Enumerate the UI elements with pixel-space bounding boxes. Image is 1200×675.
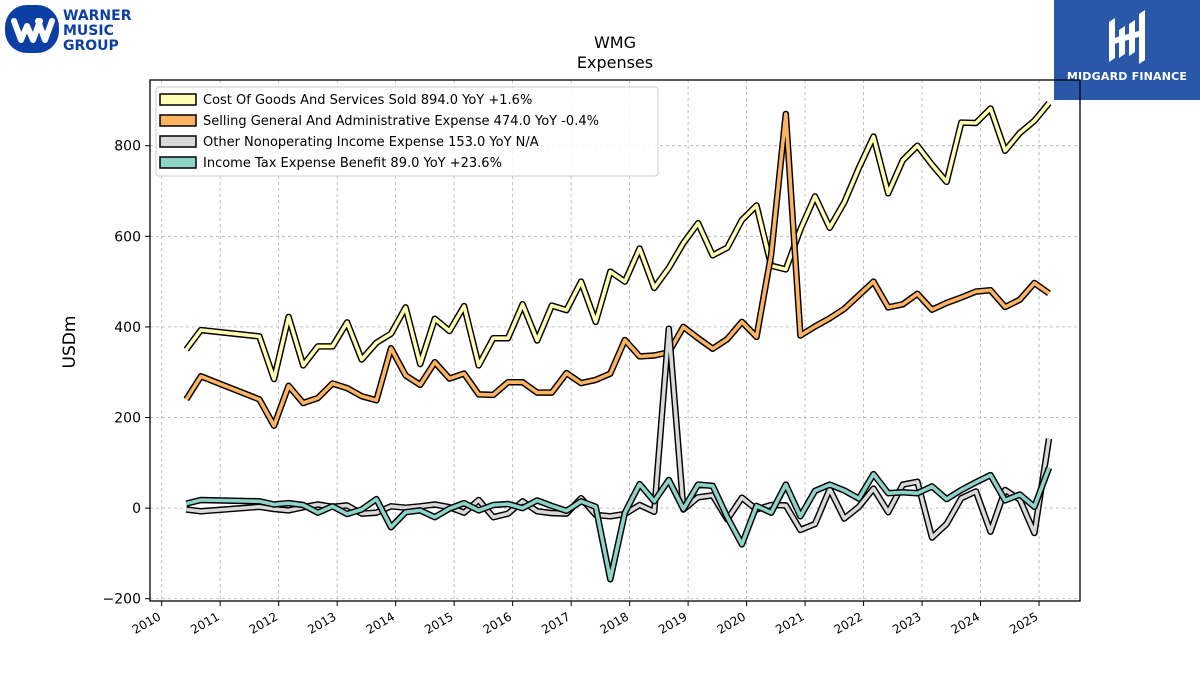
legend-entry-1: Selling General And Administrative Expen… [203, 114, 599, 129]
x-tick-label: 2012 [247, 609, 280, 636]
midgard-mark-icon [1109, 10, 1145, 64]
legend-swatch-3 [159, 156, 197, 169]
y-axis: −200 0 200 400 600 800 [103, 139, 150, 608]
chart-subtitle: Expenses [577, 53, 653, 72]
wmg-logo-line-2: MUSIC [63, 23, 114, 39]
legend-swatch-0 [159, 93, 197, 106]
legend-entry-0: Cost Of Goods And Services Sold 894.0 Yo… [203, 93, 532, 108]
x-tick-label: 2020 [715, 609, 748, 636]
legend-entry-3: Income Tax Expense Benefit 89.0 YoY +23.… [203, 156, 502, 171]
chart-series [183, 101, 1053, 583]
wmg-w-mark [11, 18, 43, 43]
x-tick-label: 2015 [422, 609, 455, 636]
y-tick-label: 0 [132, 501, 141, 517]
x-tick-label: 2010 [130, 609, 163, 636]
series-line-1 [184, 112, 1051, 428]
series-line-3 [185, 467, 1051, 582]
x-tick-label: 2023 [890, 609, 923, 636]
x-tick-label: 2022 [832, 609, 865, 636]
x-tick-label: 2021 [773, 609, 806, 636]
x-tick-label: 2024 [949, 609, 982, 636]
series-line-0 [184, 101, 1051, 381]
x-tick-label: 2017 [539, 609, 572, 636]
x-tick-label: 2019 [656, 609, 689, 636]
series-line-2 [186, 326, 1051, 540]
chart-title: WMG [594, 33, 636, 52]
x-tick-label: 2025 [1007, 609, 1040, 636]
y-tick-label: 400 [114, 320, 141, 336]
y-tick-label: −200 [103, 592, 141, 608]
x-axis: 2010 2011 2012 2013 2014 2015 2016 2017 2018 2019… [130, 601, 1041, 637]
wmg-logo-line-1: WARNER [63, 8, 132, 24]
y-axis-label: USDm [60, 316, 80, 369]
legend-box [155, 86, 659, 177]
wmg-logo-line-3: GROUP [63, 38, 119, 54]
y-tick-label: 800 [114, 139, 141, 155]
warner-music-group-logo: WARNER MUSIC GROUP [4, 4, 144, 56]
x-tick-label: 2014 [364, 609, 397, 636]
midgard-logo-text: MIDGARD FINANCE [1066, 70, 1188, 83]
midgard-finance-logo: MIDGARD FINANCE [1054, 0, 1200, 100]
x-tick-label: 2013 [305, 609, 338, 636]
x-tick-label: 2016 [481, 609, 514, 636]
x-tick-label: 2018 [598, 609, 631, 636]
plot-frame [149, 79, 1081, 602]
y-tick-label: 600 [114, 229, 141, 245]
y-tick-label: 200 [114, 411, 141, 427]
legend-swatch-1 [159, 114, 197, 127]
legend-swatch-2 [159, 135, 197, 148]
chart-legend: Cost Of Goods And Services Sold 894.0 Yo… [155, 86, 659, 177]
legend-entry-2: Other Nonoperating Income Expense 153.0 … [203, 135, 539, 150]
x-tick-label: 2011 [188, 609, 221, 636]
